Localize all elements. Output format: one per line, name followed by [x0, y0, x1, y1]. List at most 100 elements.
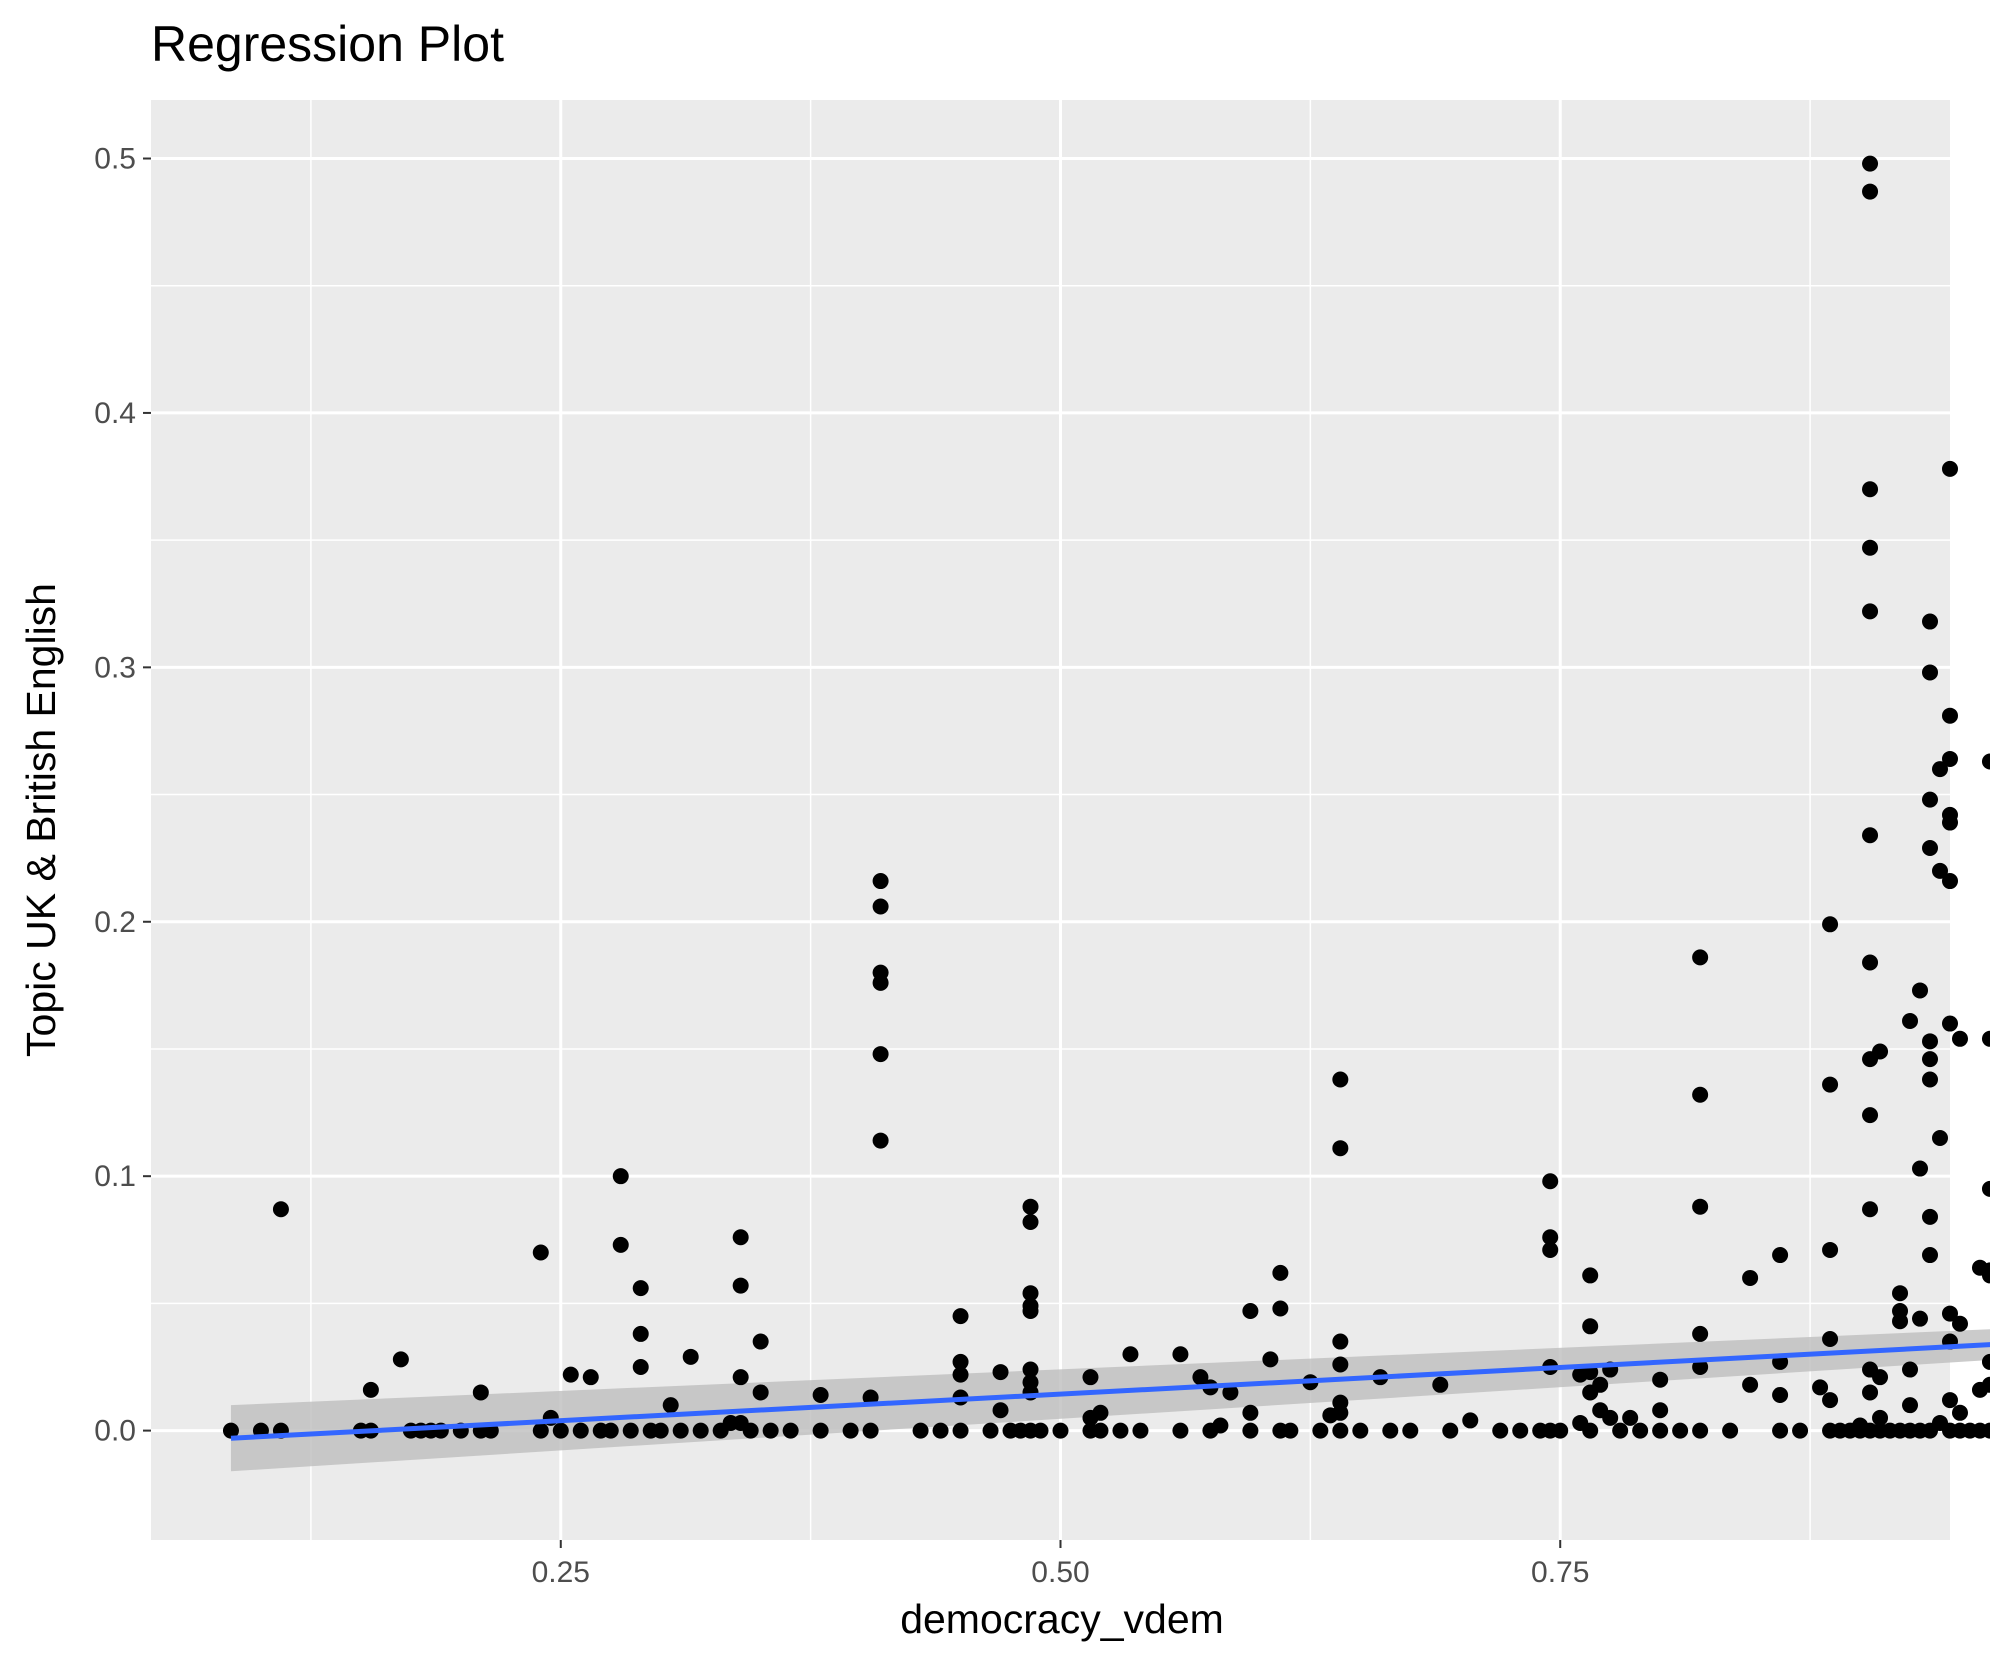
- data-point: [1862, 954, 1879, 971]
- data-point: [1942, 873, 1958, 890]
- data-point: [1602, 1409, 1619, 1426]
- data-point: [1082, 1369, 1099, 1386]
- data-point: [1922, 1247, 1939, 1264]
- data-point: [1172, 1422, 1189, 1439]
- data-point: [1332, 1333, 1349, 1350]
- data-point: [1902, 1012, 1919, 1029]
- data-point: [1442, 1422, 1459, 1439]
- data-point: [1922, 1071, 1939, 1088]
- data-point: [1772, 1422, 1789, 1439]
- data-point: [1312, 1422, 1329, 1439]
- data-point: [1872, 1409, 1889, 1426]
- data-point: [952, 1422, 969, 1439]
- data-point: [1902, 1361, 1919, 1378]
- data-point: [1192, 1369, 1209, 1386]
- data-point: [1942, 750, 1958, 767]
- data-point: [1242, 1303, 1259, 1320]
- data-point: [1981, 1422, 1990, 1439]
- data-point: [1862, 827, 1879, 844]
- data-point: [1542, 1241, 1559, 1258]
- data-point: [1172, 1346, 1189, 1363]
- data-point: [842, 1422, 859, 1439]
- data-point: [1912, 1160, 1929, 1177]
- data-point: [1862, 603, 1879, 620]
- data-point: [1462, 1412, 1479, 1429]
- data-point: [732, 1277, 749, 1294]
- data-point: [1922, 1051, 1939, 1068]
- data-point: [1862, 539, 1879, 556]
- data-point: [1612, 1422, 1629, 1439]
- data-point: [602, 1422, 619, 1439]
- data-point: [662, 1397, 679, 1414]
- data-point: [1722, 1422, 1739, 1439]
- data-point: [1981, 753, 1990, 770]
- data-point: [1951, 1030, 1968, 1047]
- data-point: [1742, 1376, 1759, 1393]
- data-point: [1912, 982, 1929, 999]
- data-point: [872, 1046, 889, 1063]
- data-point: [862, 1422, 879, 1439]
- data-point: [1022, 1198, 1039, 1215]
- data-point: [932, 1422, 949, 1439]
- y-tick-label: 0.1: [94, 1160, 136, 1193]
- data-point: [1332, 1140, 1349, 1157]
- major-gridlines: [151, 100, 1950, 1540]
- data-point: [1022, 1361, 1039, 1378]
- data-point: [1981, 1353, 1990, 1370]
- data-point: [1902, 1397, 1919, 1414]
- plot-panel: [151, 100, 1950, 1540]
- x-axis: 0.25 0.50 0.75: [532, 1540, 1589, 1589]
- data-point: [652, 1422, 669, 1439]
- data-point: [1942, 1015, 1958, 1032]
- x-axis-title: democracy_vdem: [900, 1596, 1224, 1642]
- data-point: [1282, 1422, 1299, 1439]
- data-point: [1512, 1422, 1529, 1439]
- data-point: [1772, 1386, 1789, 1403]
- data-point: [1942, 1305, 1958, 1322]
- data-point: [1432, 1376, 1449, 1393]
- data-point: [1872, 1043, 1889, 1060]
- data-point: [812, 1386, 829, 1403]
- data-point: [1862, 481, 1879, 498]
- data-point: [1132, 1422, 1149, 1439]
- data-point: [632, 1358, 649, 1375]
- data-point: [1242, 1422, 1259, 1439]
- data-point: [1981, 1376, 1990, 1393]
- y-tick-label: 0.0: [94, 1415, 136, 1448]
- data-point: [1822, 916, 1839, 933]
- data-point: [1592, 1376, 1609, 1393]
- data-point: [1822, 1076, 1839, 1093]
- data-point: [782, 1422, 799, 1439]
- data-point: [812, 1422, 829, 1439]
- data-point: [1212, 1417, 1229, 1434]
- data-point: [532, 1244, 549, 1261]
- y-tick-label: 0.3: [94, 651, 136, 684]
- data-point: [632, 1325, 649, 1342]
- data-point: [1692, 1198, 1709, 1215]
- data-point: [682, 1348, 699, 1365]
- data-point: [1742, 1269, 1759, 1286]
- data-point: [992, 1402, 1009, 1419]
- data-point: [1932, 1130, 1949, 1147]
- data-point: [1932, 761, 1949, 778]
- y-tick-label: 0.5: [94, 143, 136, 176]
- data-point: [362, 1381, 379, 1398]
- data-point: [982, 1422, 999, 1439]
- data-point: [1332, 1404, 1349, 1421]
- data-point: [1092, 1422, 1109, 1439]
- data-point: [1862, 1107, 1879, 1124]
- data-point: [1862, 155, 1879, 172]
- data-point: [1892, 1285, 1909, 1302]
- data-point: [672, 1422, 689, 1439]
- data-point: [1272, 1264, 1289, 1281]
- data-point: [552, 1422, 569, 1439]
- data-point: [612, 1236, 629, 1253]
- data-point: [1872, 1369, 1889, 1386]
- data-point: [1922, 1033, 1939, 1050]
- data-point: [1542, 1229, 1559, 1246]
- data-point: [622, 1422, 639, 1439]
- data-point: [1922, 791, 1939, 808]
- data-point: [1032, 1422, 1049, 1439]
- data-point: [1692, 1358, 1709, 1375]
